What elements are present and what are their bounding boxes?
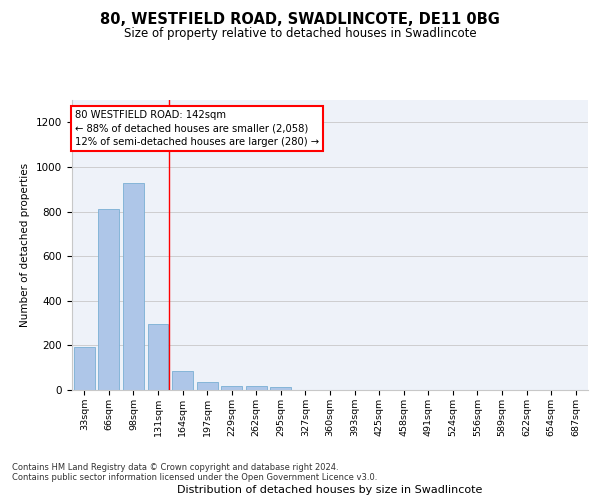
- Bar: [246, 386, 267, 390]
- Bar: [98, 210, 119, 390]
- Bar: [197, 382, 218, 390]
- Bar: [221, 386, 242, 390]
- Text: Size of property relative to detached houses in Swadlincote: Size of property relative to detached ho…: [124, 28, 476, 40]
- Bar: [74, 347, 95, 390]
- Y-axis label: Number of detached properties: Number of detached properties: [20, 163, 31, 327]
- Text: Contains public sector information licensed under the Open Government Licence v3: Contains public sector information licen…: [12, 474, 377, 482]
- Text: 80 WESTFIELD ROAD: 142sqm
← 88% of detached houses are smaller (2,058)
12% of se: 80 WESTFIELD ROAD: 142sqm ← 88% of detac…: [74, 110, 319, 146]
- Bar: [172, 371, 193, 390]
- Text: Distribution of detached houses by size in Swadlincote: Distribution of detached houses by size …: [178, 485, 482, 495]
- Bar: [148, 324, 169, 390]
- Bar: [271, 388, 292, 390]
- Text: 80, WESTFIELD ROAD, SWADLINCOTE, DE11 0BG: 80, WESTFIELD ROAD, SWADLINCOTE, DE11 0B…: [100, 12, 500, 28]
- Text: Contains HM Land Registry data © Crown copyright and database right 2024.: Contains HM Land Registry data © Crown c…: [12, 464, 338, 472]
- Bar: [123, 182, 144, 390]
